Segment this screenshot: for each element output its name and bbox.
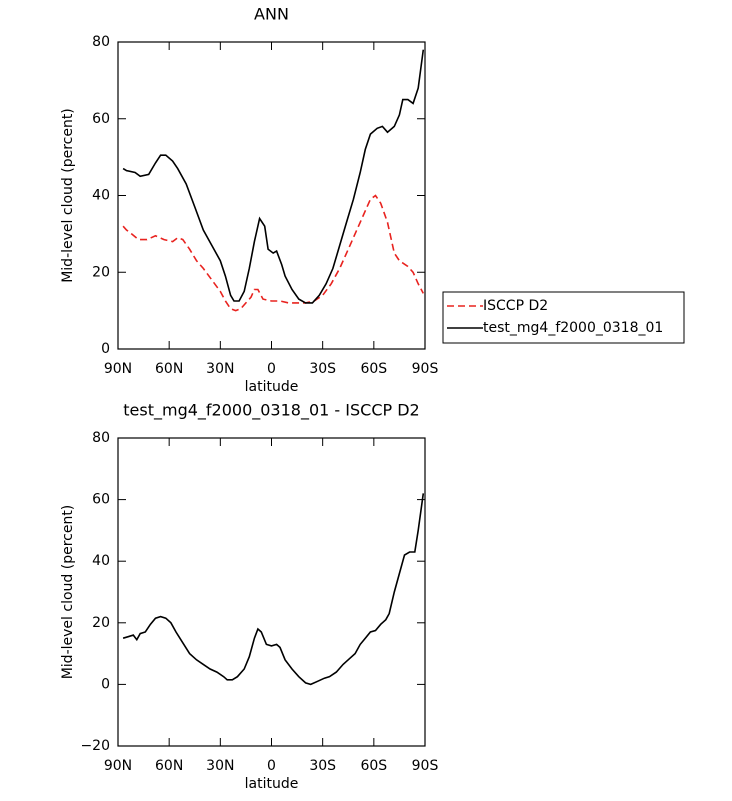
x-tick-label: 30N — [206, 361, 234, 377]
chart-title: ANN — [254, 5, 289, 24]
y-axis-label: Mid-level cloud (percent) — [60, 108, 76, 283]
x-tick-label: 0 — [267, 361, 276, 377]
x-tick-label: 0 — [267, 758, 276, 774]
x-tick-label: 30S — [309, 758, 336, 774]
plot-frame — [117, 41, 426, 350]
x-tick-label: 30N — [206, 758, 234, 774]
x-tick-label: 90S — [412, 758, 439, 774]
plot-frame — [117, 437, 426, 747]
y-axis-label: Mid-level cloud (percent) — [60, 505, 76, 680]
legend-box — [442, 291, 685, 344]
legend-label: ISCCP D2 — [483, 298, 548, 314]
x-tick-label: 90S — [412, 361, 439, 377]
x-tick-label: 60S — [360, 361, 387, 377]
legend-label: test_mg4_f2000_0318_01 — [483, 320, 663, 336]
y-tick-label: 40 — [92, 188, 110, 204]
y-tick-label: 60 — [92, 492, 110, 508]
y-tick-label: −20 — [80, 738, 110, 754]
x-tick-label: 60S — [360, 758, 387, 774]
y-tick-label: 60 — [92, 111, 110, 127]
y-tick-label: 20 — [92, 264, 110, 280]
x-axis-label: latitude — [245, 379, 299, 395]
y-tick-label: 20 — [92, 615, 110, 631]
y-tick-label: 40 — [92, 553, 110, 569]
y-tick-label: 0 — [101, 676, 110, 692]
x-axis-label: latitude — [245, 776, 299, 792]
data-line — [122, 49, 425, 304]
data-line — [122, 493, 425, 686]
x-tick-label: 60N — [155, 361, 183, 377]
data-line — [122, 194, 425, 312]
y-tick-label: 0 — [101, 341, 110, 357]
x-tick-label: 30S — [309, 361, 336, 377]
x-tick-label: 90N — [104, 758, 132, 774]
y-tick-label: 80 — [92, 34, 110, 50]
x-tick-label: 90N — [104, 361, 132, 377]
y-tick-label: 80 — [92, 430, 110, 446]
x-tick-label: 60N — [155, 758, 183, 774]
chart-title: test_mg4_f2000_0318_01 - ISCCP D2 — [123, 401, 419, 421]
